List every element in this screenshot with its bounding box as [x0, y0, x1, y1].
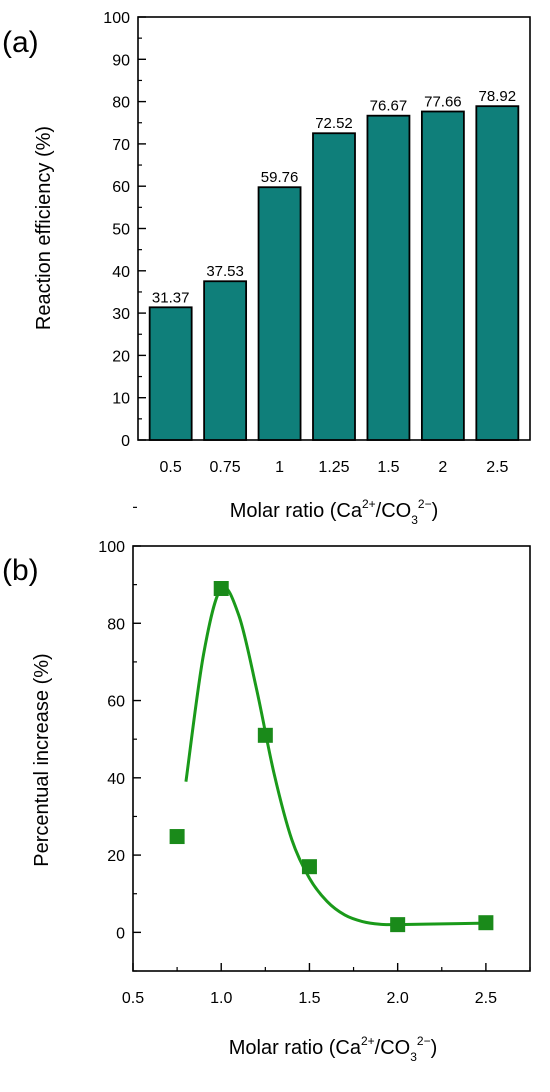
panel-a-y-tick-label: 10	[112, 391, 130, 408]
panel-b-y-axis-title: Percentual increase (%)	[31, 653, 53, 866]
panel-b-plot-frame	[132, 545, 531, 972]
panel-b-label: (b)	[2, 554, 39, 587]
panel-a-x-tick-label: 0.75	[210, 459, 241, 476]
panel-b-y-tick-label: 40	[107, 771, 125, 788]
panel-a-y-tick-label: 90	[112, 52, 130, 69]
panel-b-x-ticks: 0.5 1.0 1.5 2.0 2.5	[122, 963, 531, 1007]
panel-a: (a) 0 10 20 30 40 50 60 70 80 90 100 31.37 37.53 59.…	[2, 10, 531, 527]
panel-a-y-axis-title: Reaction efficiency (%)	[33, 126, 55, 330]
panel-b-data-point	[169, 829, 185, 845]
panel-a-x-tick-label: 2	[438, 459, 447, 476]
panel-b-trend-line	[184, 585, 486, 927]
panel-a-data-label: 78.92	[479, 88, 517, 105]
panel-b-x-tick-label: 1.0	[210, 990, 232, 1007]
panel-b-y-ticks: 0 20 40 60 80 100	[98, 506, 141, 972]
panel-a-y-tick-label: 80	[112, 95, 130, 112]
panel-a-x-tick-label: 1.5	[377, 459, 399, 476]
panel-b-data-point	[478, 915, 494, 931]
panel-a-y-tick-label: 30	[112, 306, 130, 323]
panel-b-x-tick-label: 2.5	[475, 990, 497, 1007]
panel-b-y-tick-label: 60	[107, 694, 125, 711]
panel-a-data-label: 59.76	[261, 169, 299, 186]
panel-a-y-tick-label: 60	[112, 179, 130, 196]
panel-a-bar	[475, 105, 520, 441]
panel-a-x-axis-title: Molar ratio (Ca2+/CO32−)	[230, 497, 439, 527]
panel-a-data-label: 31.37	[152, 289, 190, 306]
panel-b-data-point	[301, 859, 317, 875]
panel-a-x-tick-label: 1.25	[318, 459, 349, 476]
panel-a-bar	[366, 114, 411, 441]
panel-a-label: (a)	[2, 26, 39, 59]
panel-a-y-ticks: 0 10 20 30 40 50 60 70 80 90 100	[103, 10, 146, 450]
panel-b-y-tick-label: 80	[107, 616, 125, 633]
panel-a-y-tick-label: 20	[112, 348, 130, 365]
panel-a-data-label: 37.53	[206, 263, 244, 280]
panel-a-x-tick-label: 0.5	[160, 459, 182, 476]
panel-a-bar	[257, 186, 302, 441]
panel-a-bar	[420, 110, 465, 441]
panel-b-x-tick-label: 0.5	[122, 990, 144, 1007]
panel-a-data-labels: 31.37 37.53 59.76 72.52 76.67 77.66 78.92	[152, 88, 516, 306]
panel-a-y-tick-label: 50	[112, 222, 130, 239]
panel-a-x-ticks: 0.5 0.75 1 1.25 1.5 2 2.5	[160, 459, 509, 476]
panel-b-y-tick-label: 0	[116, 925, 125, 942]
panel-a-data-label: 72.52	[315, 115, 353, 132]
panel-b-data-point	[213, 581, 229, 596]
panel-a-data-label: 76.67	[370, 98, 408, 115]
panel-b-y-tick-label: 20	[107, 848, 125, 865]
panel-b-x-axis-title: Molar ratio (Ca2+/CO32−)	[229, 1034, 438, 1064]
panel-a-bar	[148, 306, 193, 441]
panel-a-y-tick-label: 40	[112, 264, 130, 281]
panel-a-data-label: 77.66	[424, 93, 462, 110]
panel-a-x-tick-label: 2.5	[486, 459, 508, 476]
panel-b-y-tick-label: 100	[98, 539, 125, 556]
panel-a-y-tick-label: 70	[112, 137, 130, 154]
panel-b-points	[169, 581, 494, 933]
panel-a-y-tick-label: 100	[103, 10, 130, 27]
panel-a-x-tick-label: 1	[275, 459, 284, 476]
panel-a-y-tick-label: 0	[121, 433, 130, 450]
panel-b-x-tick-label: 1.5	[298, 990, 320, 1007]
panel-b: (b) 0 20 40 60 80 100 0.5 1.0 1.5 2.0 2.5 Percent…	[2, 506, 531, 1064]
panel-a-bar	[312, 132, 356, 441]
panel-b-x-tick-label: 2.0	[387, 990, 409, 1007]
panel-b-data-point	[257, 727, 273, 743]
panel-a-bars	[148, 105, 520, 441]
panel-a-bar	[203, 280, 248, 441]
panel-b-data-point	[390, 917, 406, 933]
